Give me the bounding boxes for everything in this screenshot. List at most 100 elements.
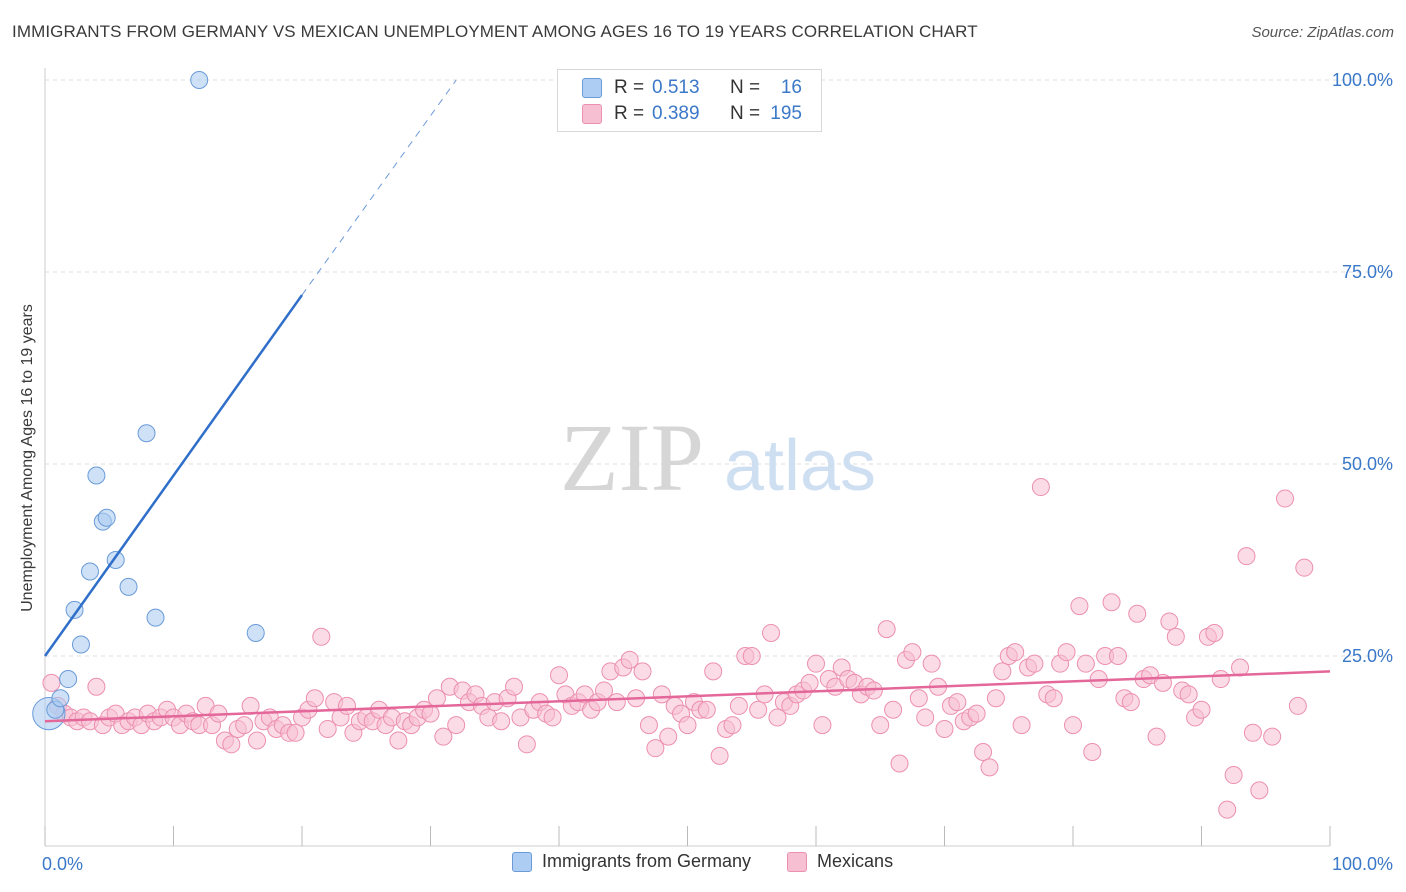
germany-point-14 xyxy=(190,71,209,89)
y-tick-label-2: 75.0% xyxy=(1342,262,1393,282)
mexican-point-93 xyxy=(639,716,658,735)
mexican-point-135 xyxy=(909,689,928,708)
mexican-point-43 xyxy=(318,719,337,738)
mexican-point-70 xyxy=(492,712,511,731)
mexicans-swatch xyxy=(787,851,808,872)
mexican-point-148 xyxy=(993,662,1012,681)
axes xyxy=(44,68,1331,847)
mexican-point-168 xyxy=(1121,693,1140,712)
mexican-point-139 xyxy=(935,719,954,738)
mexican-point-88 xyxy=(607,693,626,712)
mexican-point-130 xyxy=(877,620,896,639)
r-value: 0.513 xyxy=(652,77,700,98)
germany-point-13 xyxy=(146,608,165,627)
r-label: R = xyxy=(614,103,645,124)
chart-title: IMMIGRANTS FROM GERMANY VS MEXICAN UNEMP… xyxy=(12,22,978,41)
mexican-point-96 xyxy=(659,727,678,746)
r-label: R = xyxy=(614,77,645,98)
mexican-point-42 xyxy=(312,627,331,646)
mexican-point-147 xyxy=(986,689,1005,708)
legend-row-germany: R = 0.513 N = 16 xyxy=(582,77,802,99)
mexican-point-112 xyxy=(762,623,781,642)
mexican-point-153 xyxy=(1025,654,1044,673)
mexican-point-106 xyxy=(723,716,742,735)
mexicans-trend-line xyxy=(44,670,1331,723)
n-label: N = xyxy=(730,103,761,124)
n-value: 195 xyxy=(770,103,802,124)
mexican-point-104 xyxy=(710,746,729,765)
mexican-point-150 xyxy=(1006,643,1025,662)
mexican-point-156 xyxy=(1044,689,1063,708)
mexican-point-92 xyxy=(633,662,652,681)
mexican-point-191 xyxy=(1288,696,1307,715)
mexican-point-54 xyxy=(389,731,408,750)
mexican-point-174 xyxy=(1160,612,1179,631)
watermark-zip: ZIP xyxy=(560,404,704,511)
mexican-point-38 xyxy=(286,723,305,742)
legend-item-germany[interactable]: Immigrants from Germany xyxy=(512,851,751,872)
mexican-point-188 xyxy=(1250,781,1269,800)
mexican-point-162 xyxy=(1083,743,1102,761)
mexican-point-159 xyxy=(1064,716,1082,735)
mexican-point-166 xyxy=(1108,647,1127,665)
n-value: 16 xyxy=(780,77,802,98)
mexican-point-90 xyxy=(620,650,639,669)
mexicans-swatch xyxy=(582,104,602,124)
mexican-point-102 xyxy=(697,700,716,719)
mexican-point-41 xyxy=(305,689,324,708)
germany-points xyxy=(32,71,265,731)
y-tick-label-3: 100.0% xyxy=(1332,70,1393,90)
mexican-point-110 xyxy=(749,700,768,719)
mexican-point-118 xyxy=(800,673,819,692)
mexicans-points xyxy=(42,478,1314,819)
n-label: N = xyxy=(730,77,761,98)
mexican-point-129 xyxy=(871,716,890,735)
mexican-point-109 xyxy=(742,647,761,665)
legend-row-mexicans: R = 0.389 N = 195 xyxy=(582,103,802,125)
germany-trend-extension xyxy=(301,79,457,296)
series-legend: Immigrants from Germany Mexicans xyxy=(512,851,929,872)
mexican-point-187 xyxy=(1243,723,1262,742)
mexican-point-158 xyxy=(1057,643,1076,662)
mexican-point-0 xyxy=(42,673,61,692)
source-credit: Source: ZipAtlas.com xyxy=(1251,24,1394,41)
mexican-point-79 xyxy=(550,666,568,685)
tick-labels: 25.0% 50.0% 75.0% 100.0% 0.0% 100.0% xyxy=(42,70,1393,874)
legend-label-mexicans: Mexicans xyxy=(817,851,894,871)
mexican-point-183 xyxy=(1218,800,1237,819)
mexican-point-28 xyxy=(222,735,241,754)
mexican-point-136 xyxy=(916,708,935,727)
mexican-point-30 xyxy=(235,716,254,735)
correlation-legend: R = 0.513 N = 16 R = 0.389 N = 195 xyxy=(557,69,822,132)
mexican-point-131 xyxy=(884,700,903,719)
mexican-point-181 xyxy=(1205,623,1224,642)
mexican-point-160 xyxy=(1070,597,1089,616)
watermark: ZIP atlas xyxy=(560,404,876,511)
mexican-point-132 xyxy=(890,754,909,773)
mexican-point-177 xyxy=(1179,685,1198,704)
mexican-point-182 xyxy=(1211,670,1230,689)
trend-lines xyxy=(43,79,1331,723)
germany-point-15 xyxy=(246,623,265,642)
y-tick-label-1: 50.0% xyxy=(1342,454,1393,474)
mexican-point-190 xyxy=(1276,489,1295,508)
mexican-point-186 xyxy=(1237,547,1256,566)
germany-point-5 xyxy=(71,635,90,654)
germany-swatch xyxy=(512,851,532,872)
grid-lines xyxy=(45,79,1390,657)
germany-point-7 xyxy=(87,466,106,485)
mexican-point-134 xyxy=(903,643,922,662)
r-value: 0.389 xyxy=(652,103,700,124)
mexican-point-161 xyxy=(1076,654,1095,673)
mexican-point-192 xyxy=(1295,558,1314,577)
mexican-point-7 xyxy=(87,677,106,696)
legend-item-mexicans[interactable]: Mexicans xyxy=(787,851,893,872)
mexican-point-46 xyxy=(337,696,356,715)
germany-swatch xyxy=(582,78,602,98)
x-tick-label-0: 0.0% xyxy=(42,854,83,874)
mexican-point-137 xyxy=(922,654,941,673)
mexican-point-146 xyxy=(980,758,999,777)
mexican-point-61 xyxy=(434,727,453,746)
mexican-point-78 xyxy=(543,708,562,727)
